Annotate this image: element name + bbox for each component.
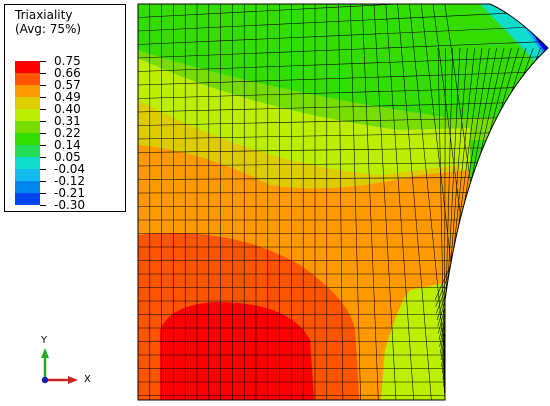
- legend-tick: [40, 133, 46, 134]
- legend-value: -0.12: [54, 174, 86, 188]
- legend-value: 0.57: [54, 78, 81, 92]
- legend-tick: [40, 181, 46, 182]
- legend-panel: Triaxiality (Avg: 75%) 0.75 0.66 0.57 0.49 0…: [4, 4, 126, 212]
- legend-tick: [40, 157, 46, 158]
- legend-value: 0.22: [54, 126, 81, 140]
- legend-swatch: [15, 73, 40, 85]
- coordinate-triad: [41, 348, 78, 384]
- legend-tick: [40, 169, 46, 170]
- legend-value: 0.49: [54, 90, 81, 104]
- axis-label-x: X: [84, 374, 91, 385]
- legend-swatch: [15, 133, 40, 145]
- legend-value: 0.05: [54, 150, 81, 164]
- part-outline: [137, 3, 549, 401]
- legend-tick: [40, 121, 46, 122]
- legend-swatch: [15, 157, 40, 169]
- legend-value: 0.66: [54, 66, 81, 80]
- legend-swatch: [15, 121, 40, 133]
- fe-mesh-lines: [138, 4, 548, 400]
- legend-tick: [40, 205, 46, 206]
- legend-value: -0.04: [54, 162, 86, 176]
- legend-tick: [40, 73, 46, 74]
- legend-tick: [40, 97, 46, 98]
- legend-swatch: [15, 109, 40, 121]
- legend-subtitle: (Avg: 75%): [15, 22, 82, 36]
- legend-value: 0.40: [54, 102, 81, 116]
- legend-swatch: [15, 85, 40, 97]
- legend-swatch: [15, 145, 40, 157]
- legend-value: 0.75: [54, 54, 81, 68]
- legend-tick: [40, 85, 46, 86]
- legend-tick: [40, 61, 46, 62]
- legend-tick: [40, 145, 46, 146]
- legend-swatch: [15, 181, 40, 193]
- legend-tick: [40, 193, 46, 194]
- legend-title: Triaxiality: [15, 8, 73, 22]
- contour-band-edge: [380, 280, 460, 400]
- legend-swatch: [15, 193, 40, 205]
- legend-value: 0.14: [54, 138, 81, 152]
- legend-value: -0.30: [54, 198, 86, 212]
- legend-swatch: [15, 61, 40, 73]
- legend-value: -0.21: [54, 186, 86, 200]
- axis-label-y: Y: [41, 335, 48, 346]
- legend-tick: [40, 109, 46, 110]
- legend-swatch: [15, 97, 40, 109]
- contour-band-0.75: [160, 302, 315, 400]
- legend-value: 0.31: [54, 114, 81, 128]
- legend-swatch: [15, 169, 40, 181]
- part-body: [138, 4, 548, 400]
